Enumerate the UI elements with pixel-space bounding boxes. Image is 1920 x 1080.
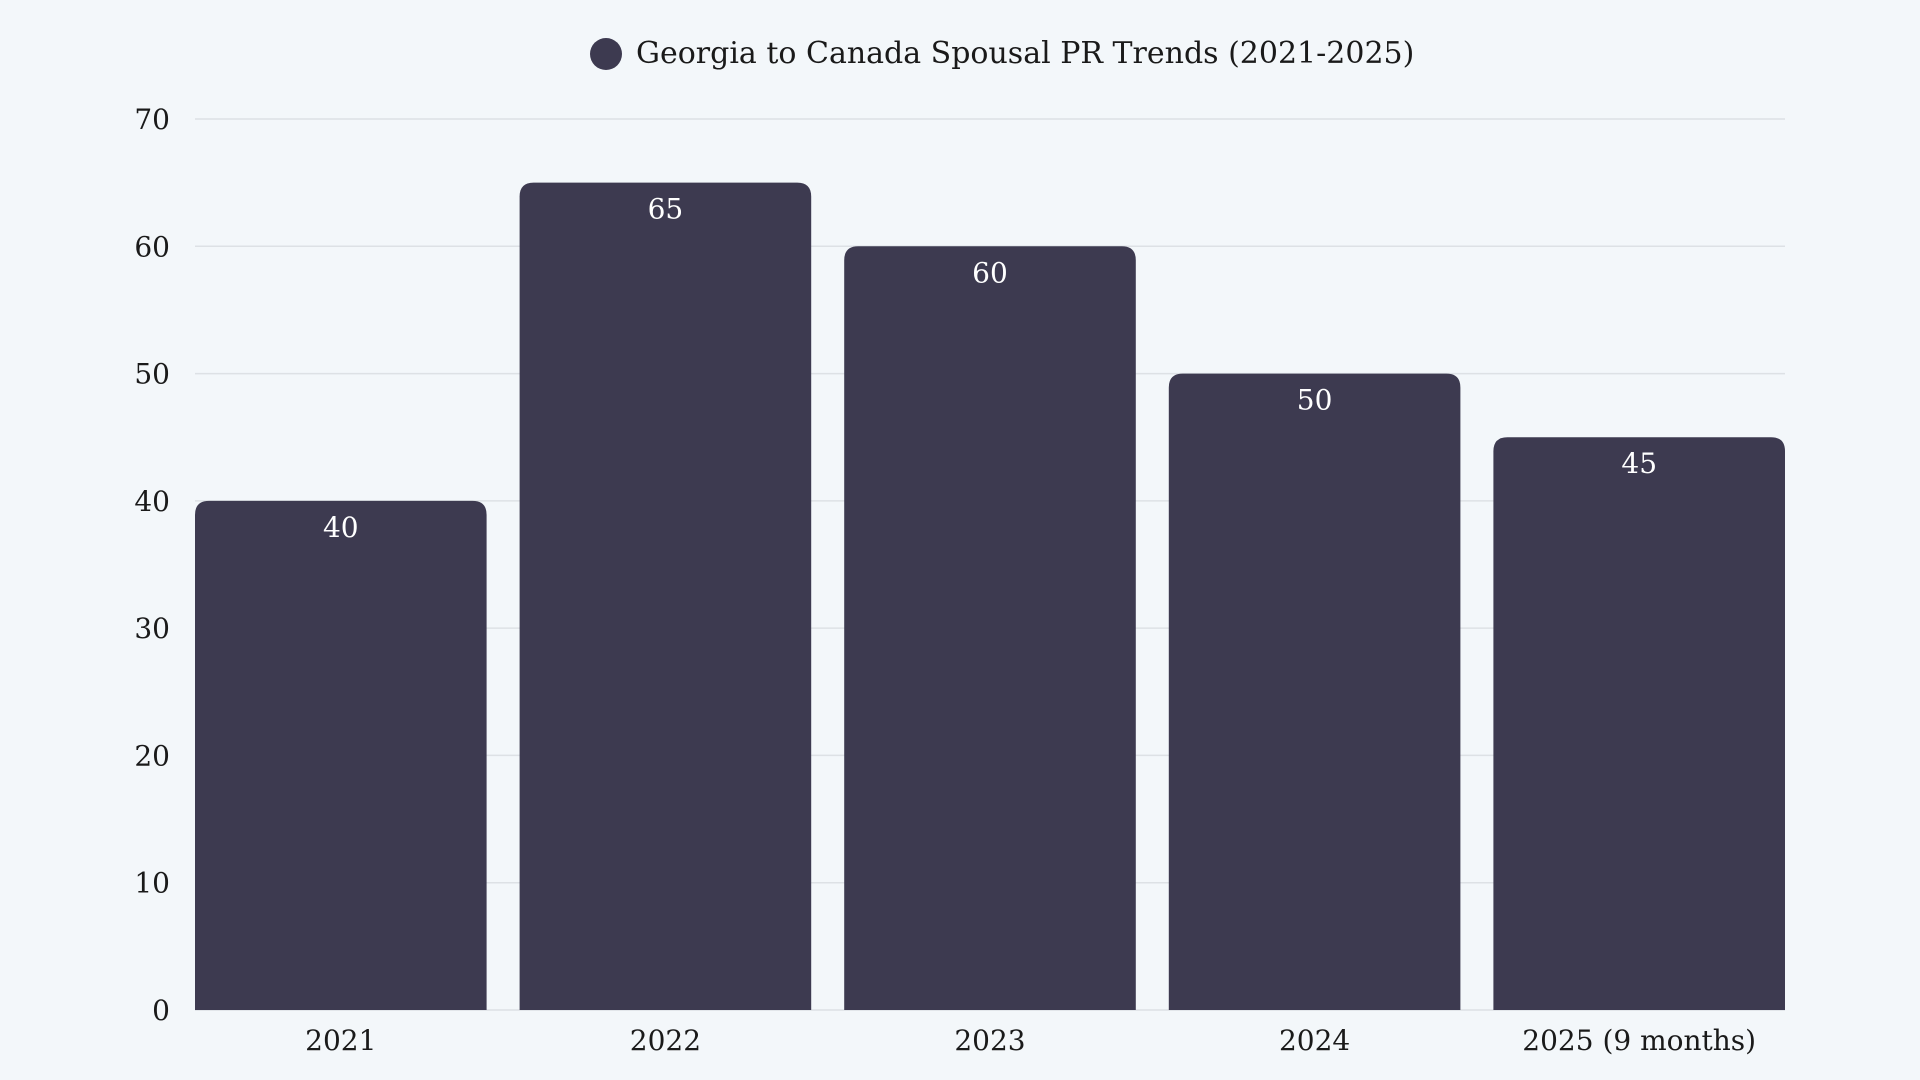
legend: Georgia to Canada Spousal PR Trends (202… bbox=[590, 36, 1414, 71]
data-label: 50 bbox=[1297, 384, 1333, 417]
x-tick-label: 2022 bbox=[630, 1024, 701, 1057]
data-label: 40 bbox=[323, 511, 359, 544]
y-tick-label: 0 bbox=[152, 994, 170, 1027]
data-label: 45 bbox=[1621, 447, 1657, 480]
bar bbox=[519, 182, 812, 1011]
y-tick-label: 50 bbox=[134, 358, 170, 391]
x-tick-label: 2021 bbox=[305, 1024, 376, 1057]
x-tick-label: 2023 bbox=[954, 1024, 1025, 1057]
x-tick-label: 2025 (9 months) bbox=[1522, 1024, 1756, 1057]
y-tick-label: 70 bbox=[134, 103, 170, 136]
y-tick-label: 40 bbox=[134, 485, 170, 518]
bar bbox=[1168, 373, 1461, 1011]
bar bbox=[844, 246, 1136, 1011]
bar bbox=[1493, 437, 1785, 1010]
y-tick-label: 20 bbox=[134, 739, 170, 772]
y-tick-label: 60 bbox=[134, 230, 170, 263]
x-tick-label: 2024 bbox=[1279, 1024, 1350, 1057]
data-label: 60 bbox=[972, 256, 1008, 289]
bar bbox=[195, 500, 487, 1010]
y-tick-label: 10 bbox=[134, 867, 170, 900]
y-tick-label: 30 bbox=[134, 612, 170, 645]
legend-label: Georgia to Canada Spousal PR Trends (202… bbox=[636, 36, 1415, 71]
data-label: 65 bbox=[648, 193, 684, 226]
legend-swatch-icon bbox=[590, 37, 622, 70]
